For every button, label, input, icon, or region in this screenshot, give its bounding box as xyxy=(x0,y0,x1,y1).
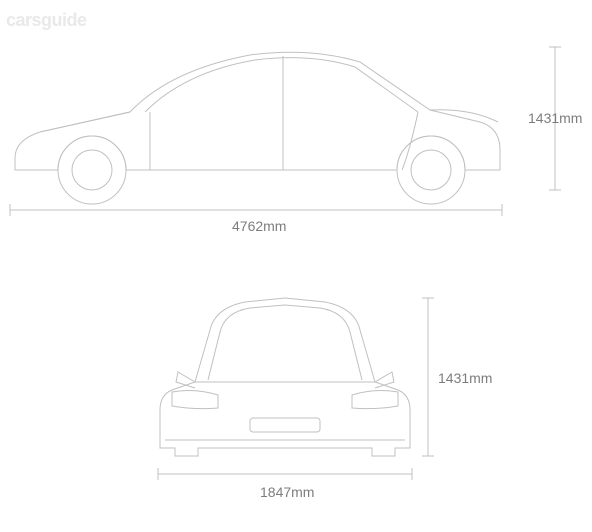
side-length-label: 4762mm xyxy=(232,218,286,234)
front-width-label: 1847mm xyxy=(260,484,314,500)
diagram-svg xyxy=(0,0,592,532)
car-side-outline xyxy=(15,52,500,204)
side-height-label: 1431mm xyxy=(528,110,582,126)
dimension-diagram: carsguide xyxy=(0,0,592,532)
side-length-bracket xyxy=(10,204,502,216)
front-height-bracket xyxy=(422,298,434,456)
front-width-bracket xyxy=(158,468,412,480)
front-height-label: 1431mm xyxy=(438,370,492,386)
car-front-outline xyxy=(160,298,410,456)
